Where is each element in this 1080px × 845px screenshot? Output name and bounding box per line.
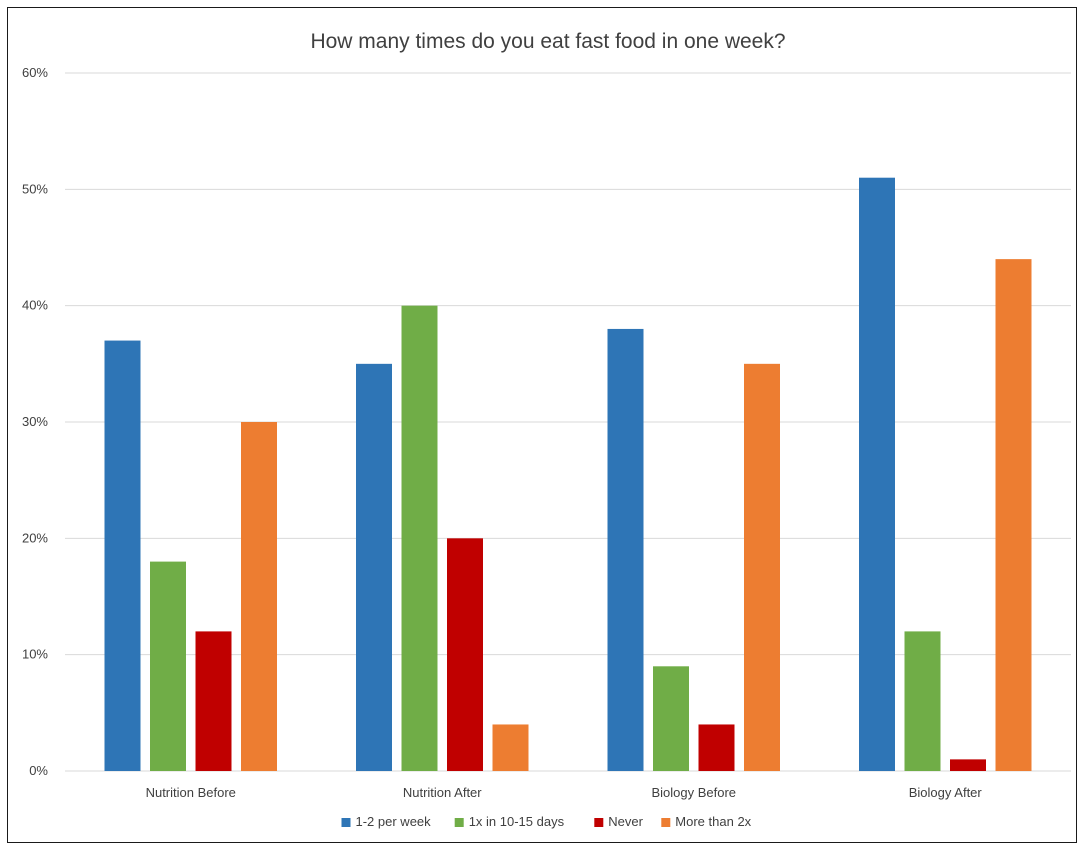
bar-biology-after-never xyxy=(950,759,986,771)
gridlines xyxy=(65,72,1071,772)
bars xyxy=(104,177,1032,771)
bar-biology-before-more-than-2x xyxy=(744,363,780,771)
y-tick-label-30: 30% xyxy=(22,414,48,429)
y-tick-label-0: 0% xyxy=(29,763,48,778)
legend-label-1x-in-10-15-days: 1x in 10-15 days xyxy=(469,814,565,829)
x-tick-label-biology-before: Biology Before xyxy=(651,785,736,800)
legend-swatch-more-than-2x xyxy=(661,818,671,827)
bar-biology-before-never xyxy=(698,724,735,771)
y-axis-tick-labels: 0% 10% 20% 30% 40% 50% 60% xyxy=(22,65,48,778)
legend: 1-2 per week 1x in 10-15 days Never More th… xyxy=(341,814,752,829)
y-tick-label-50: 50% xyxy=(22,181,48,196)
bar-biology-before-1-2-per-week xyxy=(607,328,644,771)
bar-nutrition-after-more-than-2x xyxy=(492,724,529,771)
legend-label-1-2-per-week: 1-2 per week xyxy=(356,814,432,829)
x-axis-tick-labels: Nutrition Before Nutrition After Biology B… xyxy=(146,785,983,800)
bar-nutrition-after-never xyxy=(447,538,483,771)
bar-biology-after-more-than-2x xyxy=(995,259,1032,771)
bar-nutrition-after-1-2-per-week xyxy=(356,363,392,771)
bar-biology-after-1x-in-10-15-days xyxy=(904,631,941,771)
y-tick-label-40: 40% xyxy=(22,298,48,313)
legend-label-more-than-2x: More than 2x xyxy=(675,814,751,829)
y-tick-label-10: 10% xyxy=(22,647,48,662)
bar-biology-before-1x-in-10-15-days xyxy=(653,666,689,771)
bar-nutrition-after-1x-in-10-15-days xyxy=(401,305,438,771)
bar-nutrition-before-more-than-2x xyxy=(241,422,277,771)
legend-swatch-never xyxy=(594,818,604,827)
legend-swatch-1-2-per-week xyxy=(341,818,351,827)
x-tick-label-biology-after: Biology After xyxy=(909,785,983,800)
bar-chart: How many times do you eat fast food in o… xyxy=(22,30,1071,829)
legend-label-never: Never xyxy=(608,814,643,829)
x-tick-label-nutrition-before: Nutrition Before xyxy=(146,785,236,800)
bar-biology-after-1-2-per-week xyxy=(859,177,895,771)
bar-nutrition-before-1x-in-10-15-days xyxy=(150,561,186,771)
x-tick-label-nutrition-after: Nutrition After xyxy=(403,785,482,800)
bar-nutrition-before-1-2-per-week xyxy=(104,340,141,771)
y-tick-label-60: 60% xyxy=(22,65,48,80)
bar-nutrition-before-never xyxy=(195,631,232,771)
chart-frame: How many times do you eat fast food in o… xyxy=(7,7,1077,843)
legend-swatch-1x-in-10-15-days xyxy=(454,818,464,827)
chart-title: How many times do you eat fast food in o… xyxy=(310,30,785,53)
y-tick-label-20: 20% xyxy=(22,530,48,545)
